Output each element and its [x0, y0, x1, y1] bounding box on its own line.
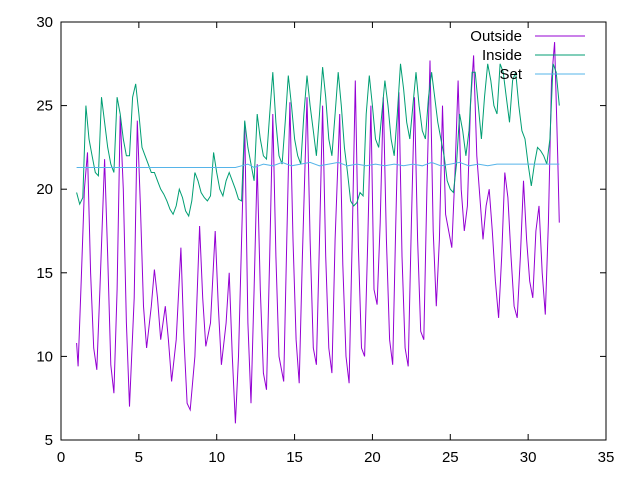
x-tick-label: 0 — [57, 449, 65, 466]
y-tick-label: 15 — [36, 265, 53, 282]
y-tick-label: 5 — [45, 432, 53, 449]
x-tick-label: 25 — [442, 449, 459, 466]
x-axis: 0 5 10 15 20 25 30 35 — [57, 22, 615, 466]
y-tick-label: 25 — [36, 98, 53, 115]
series-lines — [76, 42, 560, 424]
series-line-inside — [76, 63, 560, 218]
y-tick-label: 30 — [36, 14, 53, 31]
legend-label-outside: Outside — [470, 28, 522, 45]
series-line-set — [76, 161, 560, 169]
x-tick-label: 5 — [135, 449, 143, 466]
legend-label-inside: Inside — [482, 47, 522, 64]
x-tick-label: 10 — [208, 449, 225, 466]
y-tick-label: 10 — [36, 348, 53, 365]
y-tick-label: 20 — [36, 181, 53, 198]
legend-label-set: Set — [499, 66, 522, 83]
plot-frame — [60, 21, 607, 441]
x-tick-label: 20 — [364, 449, 381, 466]
series-line-outside — [76, 42, 560, 424]
y-axis: 5 10 15 20 25 30 — [36, 14, 606, 449]
legend: Outside Inside Set — [470, 28, 585, 83]
x-tick-label: 35 — [598, 449, 615, 466]
x-tick-label: 15 — [286, 449, 303, 466]
x-tick-label: 30 — [520, 449, 537, 466]
